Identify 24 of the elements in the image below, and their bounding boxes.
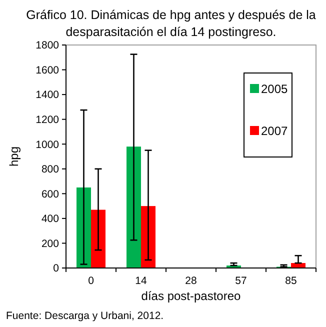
y-tick-label: 1800 <box>36 40 60 52</box>
y-tick-label: 1600 <box>36 64 60 76</box>
x-tick-label: 0 <box>88 275 94 287</box>
y-tick-label: 600 <box>41 188 60 200</box>
y-tick-label: 0 <box>53 262 60 275</box>
y-tick-label: 1000 <box>36 138 60 151</box>
legend-label: 2005 <box>261 82 288 96</box>
legend-label: 2007 <box>261 124 288 138</box>
y-tick-label: 1400 <box>36 89 60 102</box>
x-tick-label: 28 <box>185 275 197 287</box>
y-tick-label: 200 <box>41 238 60 250</box>
y-tick-label: 400 <box>41 213 60 226</box>
chart-title: Gráfico 10. Dinámicas de hpg antes y después de la desparasitación el día 14 postingreso. <box>26 8 316 39</box>
x-tick-label: 85 <box>285 275 297 287</box>
y-axis-title: hpg <box>7 146 21 167</box>
x-tick-label: 57 <box>235 275 247 287</box>
y-tick-label: 1200 <box>36 114 60 126</box>
source-note: Fuente: Descarga y Urbani, 2012. <box>6 310 164 322</box>
bar <box>141 206 156 268</box>
bar <box>91 210 106 268</box>
x-tick-label: 14 <box>135 275 147 287</box>
bar <box>126 146 141 268</box>
y-tick-label: 800 <box>41 164 60 176</box>
x-axis-title: días post-pastoreo <box>141 289 242 303</box>
